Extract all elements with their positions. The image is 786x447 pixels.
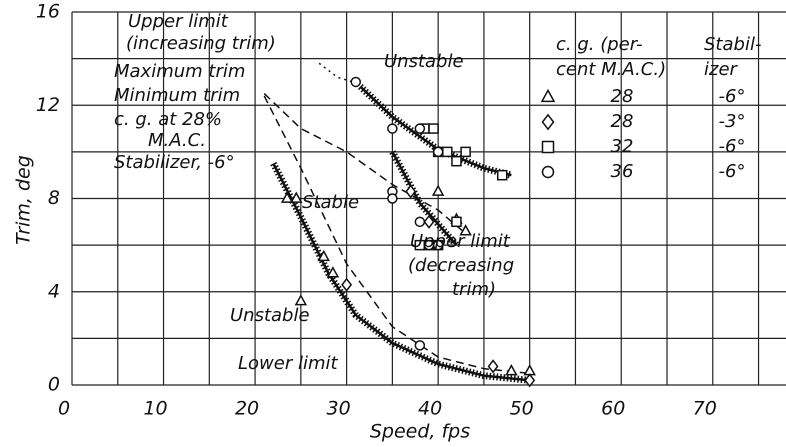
annotation: Stable <box>302 192 359 213</box>
point <box>428 123 439 134</box>
legend-header: izer <box>704 59 739 80</box>
annotation: Upper limit <box>410 231 511 252</box>
legend-label: 32 <box>611 136 634 157</box>
annotation: Unstable <box>384 51 464 72</box>
y-tick-label: 0 <box>48 374 60 396</box>
x-tick-label: 30 <box>327 398 351 420</box>
point <box>496 169 508 181</box>
point <box>541 165 555 179</box>
x-tick-label: 20 <box>235 398 259 420</box>
point <box>459 224 472 236</box>
point <box>290 191 303 203</box>
y-tick-label: 4 <box>48 280 60 302</box>
legend-label: -6° <box>719 136 746 157</box>
x-axis-label: Speed, fps <box>370 421 470 443</box>
curve <box>272 162 530 382</box>
legend-label: -3° <box>719 111 746 132</box>
annotation: Stabilizer, -6° <box>114 152 235 173</box>
point <box>541 140 555 154</box>
plot: 0 10 20 30 40 50 60 70 0 4 8 12 16 <box>36 1 786 420</box>
point <box>414 123 426 134</box>
point <box>540 88 556 103</box>
point <box>405 184 417 199</box>
point <box>524 373 536 388</box>
point <box>423 214 435 229</box>
legend-label: 36 <box>611 161 634 182</box>
x-tick-label: 40 <box>418 398 442 420</box>
point <box>341 277 353 292</box>
point <box>294 294 308 306</box>
legend-label: 28 <box>611 111 634 132</box>
y-axis-label: Trim, deg <box>13 155 35 245</box>
annotation: M.A.C. <box>148 130 206 151</box>
x-tick-label: 60 <box>601 398 625 420</box>
point <box>432 146 444 158</box>
point <box>460 146 471 158</box>
point <box>451 155 462 167</box>
point <box>387 123 398 134</box>
point <box>451 216 462 228</box>
legend-label: -6° <box>719 86 746 107</box>
annotation: Upper limit <box>128 11 229 32</box>
point <box>432 239 444 251</box>
point <box>487 359 499 374</box>
point <box>431 184 445 196</box>
legend: c. g. (per- cent M.A.C.) Stabil- izer 28… <box>540 34 761 182</box>
y-tick-label: 16 <box>36 1 60 23</box>
point <box>414 216 426 228</box>
annotation: (decreasing <box>408 255 514 276</box>
annotation: Maximum trim <box>114 61 245 82</box>
x-tick-label: 70 <box>693 398 717 420</box>
point <box>541 113 555 131</box>
annotations: Upper limit (increasing trim) Maximum tr… <box>114 11 514 374</box>
legend-header: c. g. (per- <box>556 34 643 55</box>
point <box>387 193 398 204</box>
point <box>442 146 453 158</box>
point <box>505 364 518 376</box>
annotation: (increasing trim) <box>126 33 276 54</box>
x-tick-label: 50 <box>510 398 534 420</box>
x-tick-label: 0 <box>58 398 70 420</box>
curve <box>263 93 467 235</box>
curve <box>263 95 530 375</box>
annotation: Lower limit <box>238 353 338 374</box>
annotation: trim) <box>452 279 496 300</box>
curve <box>391 151 458 246</box>
point <box>317 249 330 262</box>
y-tick-label: 12 <box>36 94 60 116</box>
legend-label: -6° <box>719 161 746 182</box>
point <box>414 340 426 351</box>
annotation: c. g. at 28% <box>114 109 222 130</box>
annotation: Unstable <box>230 305 310 326</box>
curve <box>318 62 361 85</box>
y-tick-label: 8 <box>48 187 60 209</box>
point <box>326 266 340 278</box>
point <box>350 76 362 88</box>
point <box>280 191 294 203</box>
legend-header: cent M.A.C.) <box>556 59 666 80</box>
x-tick-label: 10 <box>143 398 167 420</box>
annotation: Minimum trim <box>114 85 240 106</box>
legend-label: 28 <box>611 86 634 107</box>
legend-header: Stabil- <box>704 34 761 55</box>
